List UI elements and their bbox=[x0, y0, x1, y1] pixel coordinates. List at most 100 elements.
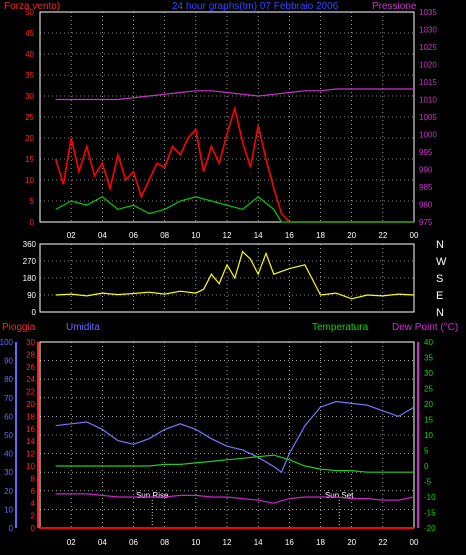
temperature-axis-tick: 20 bbox=[424, 400, 433, 409]
pressure-axis-tick: 1030 bbox=[419, 26, 437, 35]
temperature-axis-tick: -20 bbox=[424, 524, 436, 533]
humidity-axis-tick: 40 bbox=[4, 450, 13, 459]
temperature-axis-tick: -15 bbox=[424, 509, 436, 518]
x-tick-label: 02 bbox=[67, 538, 76, 547]
humidity-axis-tick: 90 bbox=[4, 357, 13, 366]
wind-axis-tick: 25 bbox=[25, 113, 34, 122]
dewpoint-line bbox=[55, 493, 415, 504]
x-tick-label: 22 bbox=[378, 231, 387, 240]
rain-axis-tick: 12 bbox=[26, 450, 35, 459]
pressure-axis-tick: 990 bbox=[419, 166, 433, 175]
direction-axis-tick: 360 bbox=[23, 240, 37, 249]
rain-axis-tick: 30 bbox=[26, 338, 35, 347]
rain-axis-tick: 22 bbox=[26, 388, 35, 397]
temperature-axis-title: Temperatura bbox=[312, 322, 369, 333]
direction-axis-tick: 270 bbox=[23, 257, 37, 266]
x-tick-label: 20 bbox=[347, 538, 356, 547]
pressure-axis-tick: 1025 bbox=[419, 43, 437, 52]
humidity-axis-tick: 100 bbox=[0, 338, 14, 347]
compass-label: W bbox=[436, 256, 447, 268]
rain-axis-tick: 4 bbox=[31, 499, 36, 508]
x-tick-label: 02 bbox=[67, 231, 76, 240]
rain-axis-tick: 0 bbox=[31, 524, 36, 533]
rain-axis-tick: 16 bbox=[26, 425, 35, 434]
x-tick-label: 16 bbox=[285, 538, 294, 547]
x-tick-label: 04 bbox=[98, 538, 107, 547]
compass-label: E bbox=[436, 290, 443, 302]
pressure-axis-title: Pressione bbox=[372, 1, 417, 12]
x-tick-label: 04 bbox=[98, 231, 107, 240]
x-tick-label: 10 bbox=[191, 231, 200, 240]
humidity-axis-tick: 80 bbox=[4, 375, 13, 384]
wind-axis-tick: 10 bbox=[25, 176, 34, 185]
temperature-line bbox=[55, 454, 414, 473]
humidity-axis-tick: 20 bbox=[4, 487, 13, 496]
sun-annotation: Sun Rise bbox=[136, 491, 169, 500]
rain-axis-title: Pioggia bbox=[2, 322, 36, 333]
direction-axis-tick: 0 bbox=[32, 308, 37, 317]
sun-annotation: Sun Set bbox=[325, 491, 354, 500]
wind-axis-tick: 20 bbox=[25, 134, 34, 143]
temperature-axis-tick: 25 bbox=[424, 385, 433, 394]
wind-axis-tick: 45 bbox=[25, 29, 34, 38]
x-tick-label: 00 bbox=[410, 538, 419, 547]
pressure-line bbox=[55, 88, 414, 101]
x-tick-label: 12 bbox=[223, 538, 232, 547]
x-tick-label: 14 bbox=[254, 538, 263, 547]
x-tick-label: 00 bbox=[410, 231, 419, 240]
x-tick-label: 20 bbox=[347, 231, 356, 240]
humidity-axis-tick: 60 bbox=[4, 412, 13, 421]
rain-axis-tick: 6 bbox=[31, 487, 36, 496]
x-tick-label: 18 bbox=[316, 538, 325, 547]
temperature-axis-tick: 30 bbox=[424, 369, 433, 378]
pressure-axis-tick: 1015 bbox=[419, 78, 437, 87]
wind-axis-tick: 15 bbox=[25, 155, 34, 164]
pressure-axis-tick: 1020 bbox=[419, 61, 437, 70]
humidity-line bbox=[55, 400, 415, 474]
x-tick-label: 08 bbox=[160, 538, 169, 547]
x-tick-label: 22 bbox=[378, 538, 387, 547]
direction-axis-tick: 90 bbox=[27, 291, 36, 300]
humidity-axis-tick: 30 bbox=[4, 468, 13, 477]
compass-label: N bbox=[436, 239, 444, 251]
rain-axis-tick: 2 bbox=[31, 512, 36, 521]
wind-axis-tick: 30 bbox=[25, 92, 34, 101]
dewpoint-axis-title: Dew Point (°C) bbox=[392, 322, 458, 333]
chart-title: 24 hour graphs(tm) 07 Febbraio 2006 bbox=[172, 1, 339, 12]
wind-axis-title: Forza vento) bbox=[4, 1, 60, 12]
wind_gust-line bbox=[54, 105, 414, 223]
wind-axis-tick: 40 bbox=[25, 50, 34, 59]
pressure-axis-tick: 1000 bbox=[419, 131, 437, 140]
wind-axis-tick: 50 bbox=[25, 8, 34, 17]
x-tick-label: 16 bbox=[285, 231, 294, 240]
pressure-axis-tick: 1010 bbox=[419, 96, 437, 105]
compass-label: N bbox=[436, 307, 444, 319]
direction-line bbox=[55, 250, 415, 300]
temperature-axis-tick: 35 bbox=[424, 354, 433, 363]
temperature-axis-tick: 0 bbox=[424, 462, 429, 471]
pressure-axis-tick: 975 bbox=[419, 218, 433, 227]
rain-axis-tick: 14 bbox=[26, 437, 35, 446]
x-tick-label: 08 bbox=[160, 231, 169, 240]
wind-axis-tick: 5 bbox=[30, 197, 35, 206]
temperature-axis-tick: 15 bbox=[424, 416, 433, 425]
humidity-axis-tick: 70 bbox=[4, 394, 13, 403]
humidity-axis-tick: 10 bbox=[4, 505, 13, 514]
wind_avg-line bbox=[55, 196, 414, 223]
humidity-axis-tick: 0 bbox=[9, 524, 14, 533]
temperature-axis-tick: 40 bbox=[424, 338, 433, 347]
rain-axis-tick: 26 bbox=[26, 363, 35, 372]
rain-axis-tick: 20 bbox=[26, 400, 35, 409]
rain-axis-tick: 8 bbox=[31, 474, 36, 483]
pressure-axis-tick: 1035 bbox=[419, 8, 437, 17]
x-tick-label: 14 bbox=[254, 231, 263, 240]
direction-axis-tick: 180 bbox=[23, 274, 37, 283]
pressure-axis-tick: 985 bbox=[419, 183, 433, 192]
rain-axis-tick: 18 bbox=[26, 412, 35, 421]
temperature-axis-tick: 10 bbox=[424, 431, 433, 440]
pressure-axis-tick: 980 bbox=[419, 201, 433, 210]
x-tick-label: 06 bbox=[129, 231, 138, 240]
compass-label: S bbox=[436, 273, 443, 285]
rain-axis-tick: 10 bbox=[26, 462, 35, 471]
x-tick-label: 10 bbox=[191, 538, 200, 547]
